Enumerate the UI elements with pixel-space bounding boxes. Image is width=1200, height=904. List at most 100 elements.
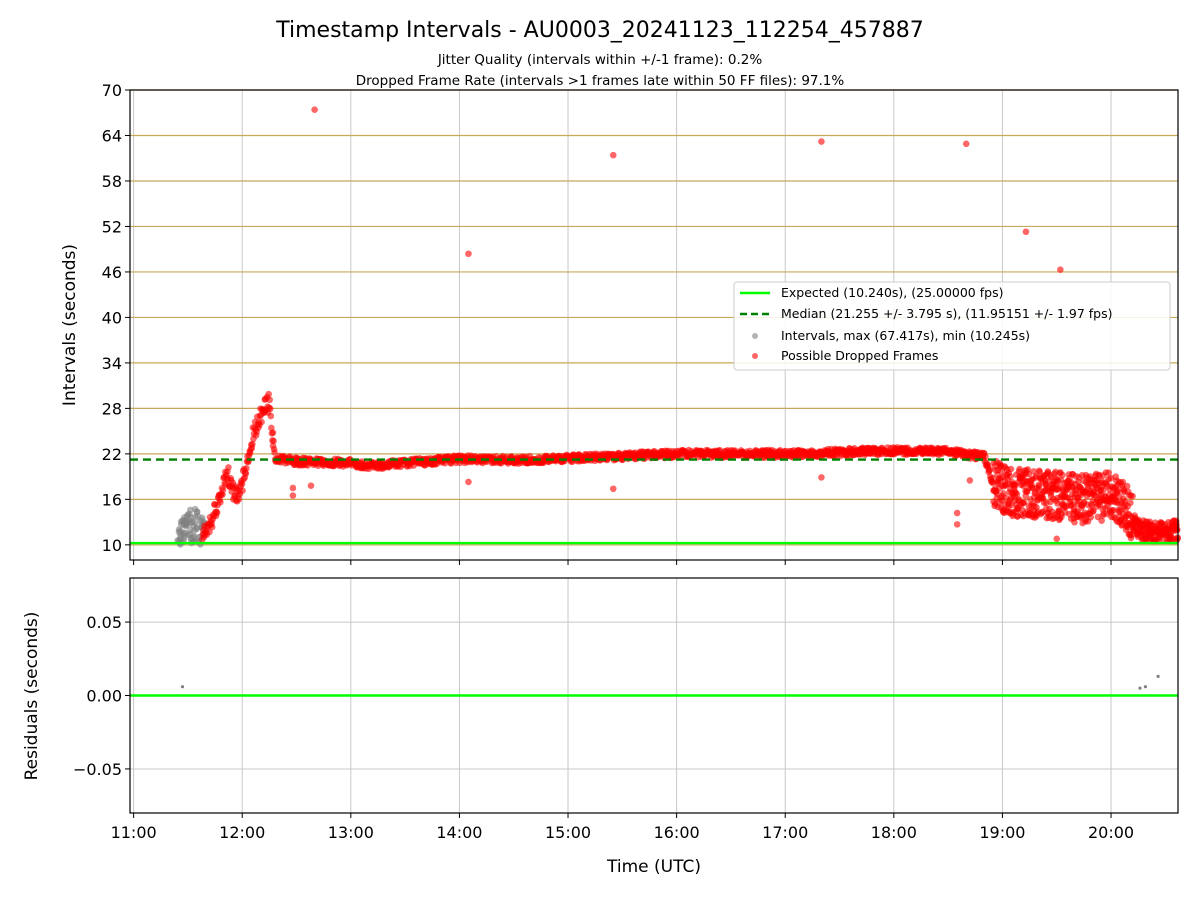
residual-point [1143,685,1148,689]
dropped-frame-point [986,466,994,474]
intervals-y-tick-label: 16 [102,490,122,509]
dropped-frame-point [249,440,256,448]
dropped-frame-point [265,390,272,398]
residuals-y-tick-label: 0.05 [86,613,122,632]
dropped-frame-point [270,437,277,445]
dropped-frame-point [239,487,246,494]
dropped-frame-point [1071,518,1078,526]
dropped-frame-point [1123,482,1131,490]
legend-expected-label: Expected (10.240s), (25.00000 fps) [781,285,1003,300]
intervals-y-tick-label: 52 [102,217,122,236]
dropped-frame-point [1121,497,1129,505]
x-tick-label: 14:00 [436,823,482,842]
chart-subtitle-dropped: Dropped Frame Rate (intervals >1 frames … [356,73,845,89]
legend-box [733,281,1171,371]
intervals-y-tick-label: 64 [102,126,122,145]
dropped-frame-point [213,509,221,516]
dropped-frame-point [1119,478,1127,486]
intervals-y-tick-label: 46 [102,263,122,282]
dropped-frame-point [953,521,961,528]
dropped-frame-point [267,412,275,420]
intervals-y-tick-label: 70 [102,81,122,100]
interval-point [190,522,197,529]
dropped-frame-point [465,250,472,258]
dropped-frame-point [219,486,227,494]
x-tick-label: 18:00 [871,823,917,842]
dropped-frame-point [1099,486,1107,494]
dropped-frame-point [1114,488,1122,495]
dropped-frame-point [1129,492,1136,500]
dropped-frame-point [289,492,297,499]
legend-intervals-swatch [752,333,758,339]
intervals-plot-frame [129,89,1179,561]
dropped-frame-point [1035,482,1043,490]
x-tick-label: 11:00 [111,823,157,842]
residuals-y-axis-label: Residuals (seconds) [22,612,42,781]
dropped-frame-point [953,509,961,517]
intervals-y-tick-label: 40 [102,308,122,327]
dropped-frame-point [1025,470,1033,478]
x-tick-label: 19:00 [979,823,1025,842]
dropped-frame-point [258,418,265,426]
dropped-frame-point [1022,228,1030,236]
dropped-frame-point [818,138,825,145]
dropped-frame-point [1127,499,1134,507]
dropped-frame-point [1110,507,1117,514]
dropped-frame-point [962,140,970,148]
chart-subtitle-jitter: Jitter Quality (intervals within +/-1 fr… [437,52,763,68]
dropped-frame-point [269,429,277,436]
dropped-frame-point [311,106,318,114]
dropped-frame-point [1053,535,1061,543]
dropped-frame-point [235,495,243,503]
dropped-frame-point [609,485,617,493]
dropped-frame-point [1090,507,1097,515]
x-axis-label: Time (UTC) [606,857,701,877]
residuals-y-tick-label: 0.00 [86,687,122,706]
residuals-y-tick-label: −0.05 [73,760,122,779]
dropped-frame-point [989,474,996,482]
dropped-frame-point [217,498,224,506]
intervals-y-axis-label: Intervals (seconds) [60,244,80,406]
dropped-frame-point [266,405,274,413]
dropped-frame-point [1036,468,1044,476]
dropped-frame-point [1008,501,1015,509]
dropped-frame-point [1057,266,1064,273]
intervals-y-tick-label: 22 [102,445,122,464]
legend-median-label: Median (21.255 +/- 3.795 s), (11.95151 +… [781,306,1112,321]
x-tick-label: 15:00 [545,823,591,842]
dropped-frame-point [982,453,989,460]
dropped-frame-point [1091,491,1098,499]
dropped-frame-point [1059,471,1066,479]
dropped-frame-point [984,461,992,469]
x-tick-label: 16:00 [654,823,700,842]
dropped-frame-point [271,449,278,456]
dropped-frame-point [1013,490,1021,498]
dropped-frame-point [225,464,232,471]
legend-dropped-swatch [752,353,758,359]
intervals-y-tick-label: 10 [102,536,122,555]
interval-point [193,508,201,515]
legend-dropped-label: Possible Dropped Frames [781,348,938,363]
dropped-frame-point [1007,465,1015,473]
dropped-frame-point [465,478,472,486]
dropped-frame-point [1173,525,1181,533]
dropped-frame-point [289,484,297,492]
legend: Expected (10.240s), (25.00000 fps) Media… [733,281,1171,371]
dropped-frame-point [266,396,274,404]
x-tick-label: 13:00 [328,823,374,842]
residual-point [1138,686,1142,690]
dropped-frame-point [1105,469,1112,477]
dropped-frame-point [1020,499,1028,506]
residuals-panel: 11:00 12:00 13:00 14:00 15:00 16:00 17:00 18:00… [73,577,1179,842]
legend-intervals-label: Intervals, max (67.417s), min (10.245s) [781,328,1030,343]
chart-title: Timestamp Intervals - AU0003_20241123_11… [275,18,924,43]
intervals-panel: 10 16 22 28 34 40 46 52 58 64 70 [102,81,1181,565]
dropped-frame-point [243,465,250,472]
dropped-frame-point [208,523,216,531]
intervals-y-tick-label: 34 [102,354,122,373]
x-tick-label: 12:00 [219,823,265,842]
dropped-frame-point [307,482,315,490]
x-tick-label: 17:00 [762,823,808,842]
